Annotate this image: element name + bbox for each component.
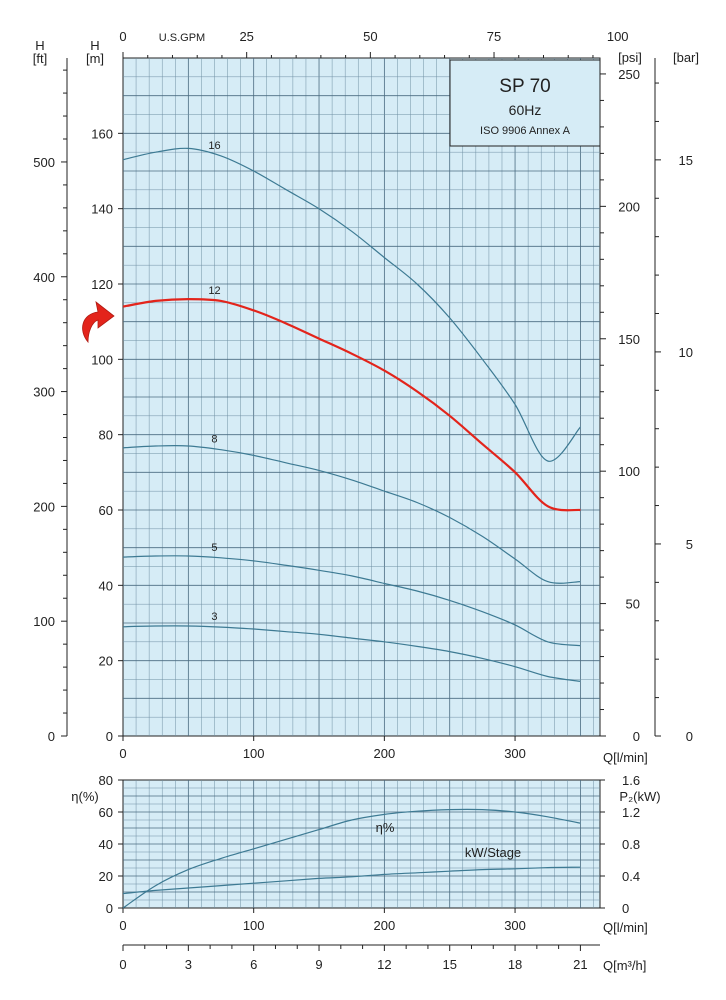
m3h-tick-label: 9 xyxy=(315,957,322,972)
main-curves: 16 12 8 5 3 xyxy=(122,140,581,682)
m-tick-label: 120 xyxy=(91,277,113,292)
gpm-axis-label: U.S.GPM xyxy=(159,32,205,44)
title-frequency: 60Hz xyxy=(509,102,542,118)
q-tick-label: 300 xyxy=(504,746,526,761)
psi-tick-label: 100 xyxy=(618,464,640,479)
lower-curves xyxy=(122,808,581,909)
main-grid xyxy=(123,58,600,736)
m-tick-label: 60 xyxy=(99,503,113,518)
m3h-axis-label: Q[m³/h] xyxy=(603,958,646,973)
psi-tick-label: 250 xyxy=(618,67,640,82)
m-tick-label: 80 xyxy=(99,428,113,443)
stage-curve-8 xyxy=(122,445,581,584)
q-axis-label-lower: Q[l/min] xyxy=(603,920,648,935)
stage-curve-16 xyxy=(122,147,581,462)
m3h-tick-label: 12 xyxy=(377,957,391,972)
stage-curve-label-12: 12 xyxy=(208,285,220,297)
m-tick-label: 100 xyxy=(91,352,113,367)
stage-curve-12 xyxy=(122,297,581,512)
ft-tick-label: 500 xyxy=(33,155,55,170)
ft-tick-label: 400 xyxy=(33,270,55,285)
q-tick-label: 100 xyxy=(243,746,265,761)
m-axis-label: H xyxy=(90,38,99,53)
lower-q-tick-label: 100 xyxy=(243,918,265,933)
bar-tick-label: 15 xyxy=(679,153,693,168)
title-box: SP 70 60Hz ISO 9906 Annex A xyxy=(449,59,601,147)
stage-curve-label-8: 8 xyxy=(211,434,217,446)
bar-tick-label: 0 xyxy=(686,729,693,744)
q-axis-label-main: Q[l/min] xyxy=(603,750,648,765)
ft-axis-unit: [ft] xyxy=(33,51,47,66)
m-axis-unit: [m] xyxy=(86,51,104,66)
eta-curve-label: η% xyxy=(376,820,395,835)
lower-labels: 0 100 200 300 0 20 40 60 80 0 0.4 0.8 1.2 1.6 xyxy=(99,773,641,933)
psi-tick-label: 50 xyxy=(626,597,640,612)
ft-axis-label: H xyxy=(35,38,44,53)
stage-curve-label-3: 3 xyxy=(211,611,217,623)
p2-tick-label: 0.4 xyxy=(622,869,640,884)
p2-axis-label: P₂(kW) xyxy=(619,789,660,804)
stage-curve-5 xyxy=(122,555,581,647)
psi-tick-label: 0 xyxy=(633,729,640,744)
m-tick-label: 0 xyxy=(106,729,113,744)
kw-curve-label: kW/Stage xyxy=(465,845,521,860)
m-tick-label: 40 xyxy=(99,578,113,593)
title-standard: ISO 9906 Annex A xyxy=(480,125,571,137)
gpm-tick-label: 0 xyxy=(119,29,126,44)
title-model: SP 70 xyxy=(499,76,550,97)
gpm-tick-label: 100 xyxy=(607,29,629,44)
m-tick-label: 140 xyxy=(91,202,113,217)
q-tick-label: 200 xyxy=(374,746,396,761)
lower-q-tick-label: 200 xyxy=(374,918,396,933)
p2-tick-label: 1.2 xyxy=(622,805,640,820)
eta-tick-label: 60 xyxy=(99,805,113,820)
stage-curve-label-16: 16 xyxy=(208,140,220,152)
eta-tick-label: 0 xyxy=(106,901,113,916)
highlight-arrow-icon xyxy=(82,301,115,344)
m3h-tick-label: 21 xyxy=(573,957,587,972)
eta-axis-label: η(%) xyxy=(71,789,98,804)
bar-tick-label: 5 xyxy=(686,537,693,552)
m3h-axis: 0 3 6 9 12 15 18 21 xyxy=(119,944,600,972)
lower-q-tick-label: 0 xyxy=(119,918,126,933)
ft-tick-label: 300 xyxy=(33,385,55,400)
lower-q-tick-label: 300 xyxy=(504,918,526,933)
m3h-tick-label: 6 xyxy=(250,957,257,972)
power-curve xyxy=(122,866,581,895)
eta-tick-label: 40 xyxy=(99,837,113,852)
stage-curve-3 xyxy=(122,625,581,682)
ft-tick-label: 200 xyxy=(33,499,55,514)
ft-tick-label: 100 xyxy=(33,614,55,629)
gpm-tick-label: 75 xyxy=(487,29,501,44)
q-tick-label: 0 xyxy=(119,746,126,761)
gpm-tick-label: 50 xyxy=(363,29,377,44)
ft-tick-label: 0 xyxy=(48,729,55,744)
m-tick-label: 20 xyxy=(99,654,113,669)
psi-axis-unit: [psi] xyxy=(618,50,642,65)
bar-axis-unit: [bar] xyxy=(673,50,699,65)
gpm-tick-label: 25 xyxy=(239,29,253,44)
bar-tick-label: 10 xyxy=(679,345,693,360)
p2-tick-label: 0.8 xyxy=(622,837,640,852)
eta-tick-label: 80 xyxy=(99,773,113,788)
m3h-tick-label: 3 xyxy=(185,957,192,972)
p2-tick-label: 1.6 xyxy=(622,773,640,788)
p2-tick-label: 0 xyxy=(622,901,629,916)
m3h-tick-label: 15 xyxy=(442,957,456,972)
psi-tick-label: 150 xyxy=(618,332,640,347)
eta-tick-label: 20 xyxy=(99,869,113,884)
efficiency-curve xyxy=(122,808,581,909)
m3h-tick-label: 0 xyxy=(119,957,126,972)
m-tick-label: 160 xyxy=(91,126,113,141)
stage-curve-label-5: 5 xyxy=(211,542,217,554)
m3h-tick-label: 18 xyxy=(508,957,522,972)
psi-tick-label: 200 xyxy=(618,199,640,214)
